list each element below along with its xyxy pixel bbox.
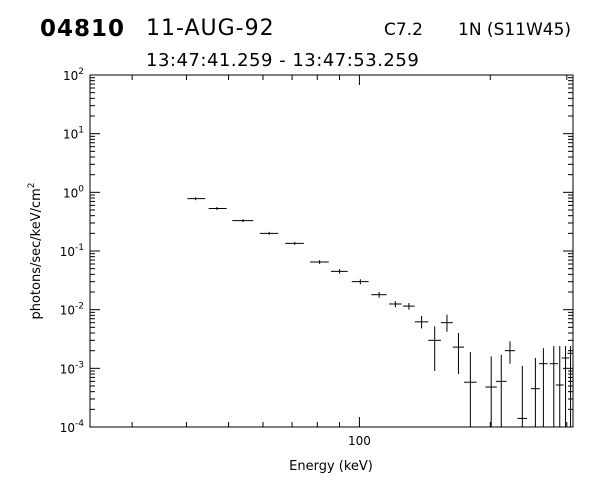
data-point <box>485 356 497 427</box>
y-tick-label: 10-1 <box>60 243 84 259</box>
data-point <box>549 346 558 427</box>
time-range: 13:47:41.259 - 13:47:53.259 <box>146 50 420 71</box>
y-axis-ticks <box>90 74 573 428</box>
y-tick-label: 10-2 <box>60 302 84 318</box>
y-tick-label-base: 10 <box>60 245 75 259</box>
data-point <box>259 231 279 235</box>
flare-location: 1N (S11W45) <box>458 20 572 40</box>
data-point <box>330 269 348 274</box>
y-tick-label-exponent: -1 <box>75 243 84 253</box>
y-tick-label: 101 <box>63 126 84 142</box>
data-point <box>414 315 429 329</box>
data-point <box>567 346 573 427</box>
x-tick-label: 100 <box>348 434 371 448</box>
y-tick-label-exponent: 0 <box>78 184 84 194</box>
data-point <box>285 241 304 245</box>
y-tick-label-exponent: -4 <box>75 419 84 429</box>
y-tick-label-exponent: 2 <box>78 67 84 77</box>
data-points <box>187 197 573 427</box>
y-axis-label-superscript: 2 <box>27 182 37 188</box>
y-axis-label: photons/sec/keV/cm2 <box>27 182 44 319</box>
data-point <box>561 346 570 427</box>
data-point <box>187 197 206 201</box>
data-point <box>517 365 528 427</box>
data-point <box>428 326 441 372</box>
y-tick-label-base: 10 <box>63 186 78 200</box>
y-tick-label: 102 <box>63 67 84 83</box>
data-point <box>310 260 329 265</box>
y-tick-label-base: 10 <box>63 128 78 142</box>
data-point <box>555 346 564 427</box>
data-point <box>463 351 477 427</box>
y-tick-label-exponent: -2 <box>75 302 84 312</box>
plot-frame <box>89 74 574 428</box>
y-tick-label-exponent: 1 <box>78 126 84 136</box>
data-point <box>208 207 227 211</box>
data-point <box>403 302 415 310</box>
y-axis-label-text: photons/sec/keV/cm <box>29 188 44 319</box>
data-point <box>452 333 464 375</box>
y-tick-label: 10-3 <box>60 360 84 376</box>
y-tick-label-base: 10 <box>60 362 75 376</box>
data-point <box>389 301 402 308</box>
event-id: 04810 <box>40 16 126 42</box>
data-point <box>539 348 548 427</box>
y-tick-label-base: 10 <box>60 421 75 435</box>
data-point <box>232 219 254 223</box>
data-point <box>504 341 516 364</box>
x-axis-label: Energy (keV) <box>289 459 373 474</box>
y-tick-label-exponent: -3 <box>75 360 84 370</box>
goes-class: C7.2 <box>384 20 423 40</box>
event-date: 11-AUG-92 <box>146 16 275 41</box>
y-tick-label-base: 10 <box>63 69 78 83</box>
data-point <box>530 358 540 427</box>
data-point <box>351 279 369 285</box>
data-point <box>440 314 453 332</box>
y-tick-label-base: 10 <box>60 304 75 318</box>
data-point <box>371 292 387 298</box>
y-tick-label: 100 <box>63 184 84 200</box>
x-axis-tick-labels: 100 <box>348 434 371 448</box>
data-point <box>495 354 507 427</box>
x-axis-ticks <box>131 75 568 427</box>
y-tick-label: 10-4 <box>60 419 85 435</box>
